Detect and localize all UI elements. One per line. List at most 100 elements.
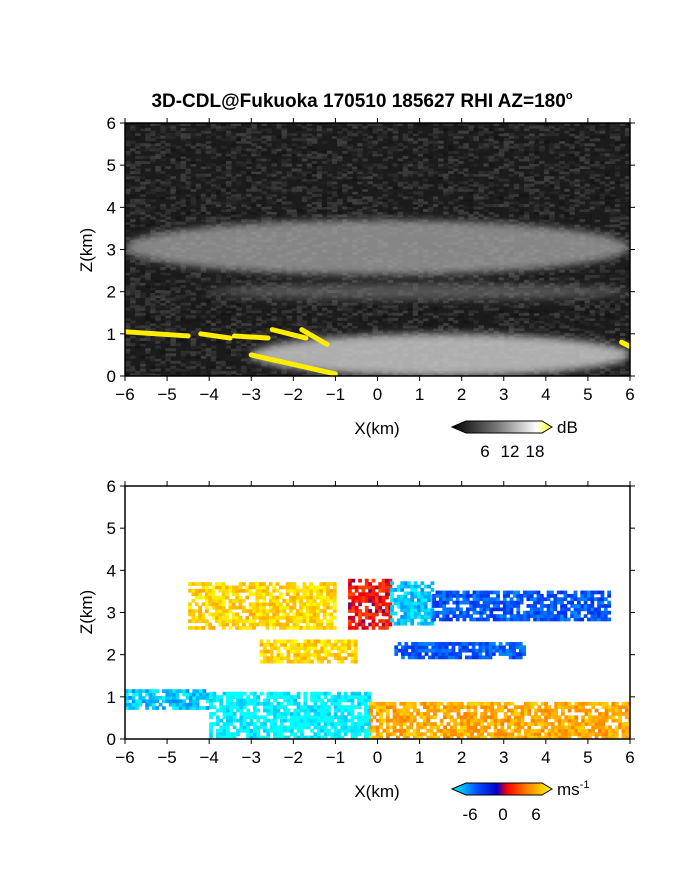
noise-cell [261,178,267,182]
noise-cell [286,322,293,326]
noise-cell [306,203,313,207]
noise-cell [468,214,474,218]
noise-cell [241,148,247,152]
noise-cell [417,198,424,202]
noise-cell [210,315,217,319]
noise-cell [185,320,192,324]
noise-cell [291,373,298,376]
noise-cell [200,370,207,374]
noise-cell [503,138,510,142]
noise-cell [397,188,404,192]
noise-cell [443,216,449,220]
noise-cell [271,340,277,344]
noise-cell [453,198,459,202]
noise-cell [372,183,378,187]
noise-cell [402,135,409,139]
noise-cell [337,317,343,321]
noise-cell [165,272,171,276]
noise-cell [251,125,257,129]
noise-cell [529,176,535,180]
noise-cell [261,168,267,172]
noise-cell [433,300,439,304]
noise-cell [246,128,252,132]
noise-cell [387,211,394,215]
noise-cell [261,158,267,162]
noise-cell [473,178,479,182]
noise-cell [483,135,490,139]
noise-cell [140,181,146,185]
noise-cell [155,153,161,157]
noise-cell [271,183,277,187]
noise-cell [190,368,197,372]
noise-cell [246,183,252,187]
noise-cell [180,295,187,299]
noise-cell [332,282,338,286]
noise-cell [170,209,176,213]
noise-cell [554,155,560,159]
noise-cell [215,277,222,281]
noise-cell [428,183,434,187]
noise-cell [448,150,454,154]
noise-cell [296,315,303,319]
noise-cell [443,277,449,281]
noise-cell [518,166,525,170]
noise-cell [135,224,141,228]
noise-cell [195,209,202,213]
noise-cell [215,302,222,306]
noise-cell [367,140,373,144]
noise-cell [574,168,580,172]
noise-cell [412,166,419,170]
noise-cell [377,128,384,132]
noise-cell [579,315,586,319]
noise-cell [493,203,500,207]
noise-cell [503,178,510,182]
noise-cell [185,317,192,321]
noise-cell [372,140,378,144]
noise-cell [362,125,368,129]
noise-cell [544,209,550,213]
noise-cell [160,140,166,144]
noise-cell [165,370,171,374]
noise-cell [215,370,222,374]
noise-cell [513,155,520,159]
noise-cell [433,143,439,147]
noise-cell [306,338,313,342]
noise-cell [564,193,570,197]
noise-cell [165,353,171,357]
noise-cell [321,206,328,210]
noise-cell [226,198,232,202]
noise-cell [417,145,424,149]
noise-cell [554,145,560,149]
noise-cell [165,338,171,342]
noise-cell [175,305,182,309]
noise-cell [261,128,267,132]
noise-cell [306,128,313,132]
noise-cell [417,168,424,172]
noise-cell [246,365,252,369]
noise-cell [518,150,525,154]
noise-cell [125,348,131,352]
noise-cell [125,173,131,177]
noise-cell [125,252,131,256]
noise-cell [210,338,217,342]
noise-cell [261,153,267,157]
noise-cell [372,310,378,314]
noise-cell [559,150,565,154]
noise-cell [135,325,141,329]
noise-cell [236,315,242,319]
noise-cell [554,191,560,195]
noise-cell [433,128,439,132]
noise-cell [473,148,479,152]
noise-cell [483,272,490,276]
noise-cell [200,193,207,197]
noise-cell [261,373,267,376]
noise-cell [332,302,338,306]
noise-cell [534,148,540,152]
noise-cell [549,320,555,324]
noise-cell [352,317,358,321]
noise-cell [377,214,384,218]
noise-cell [392,312,399,316]
noise-cell [478,219,485,223]
noise-cell [231,153,237,157]
noise-cell [306,300,313,304]
